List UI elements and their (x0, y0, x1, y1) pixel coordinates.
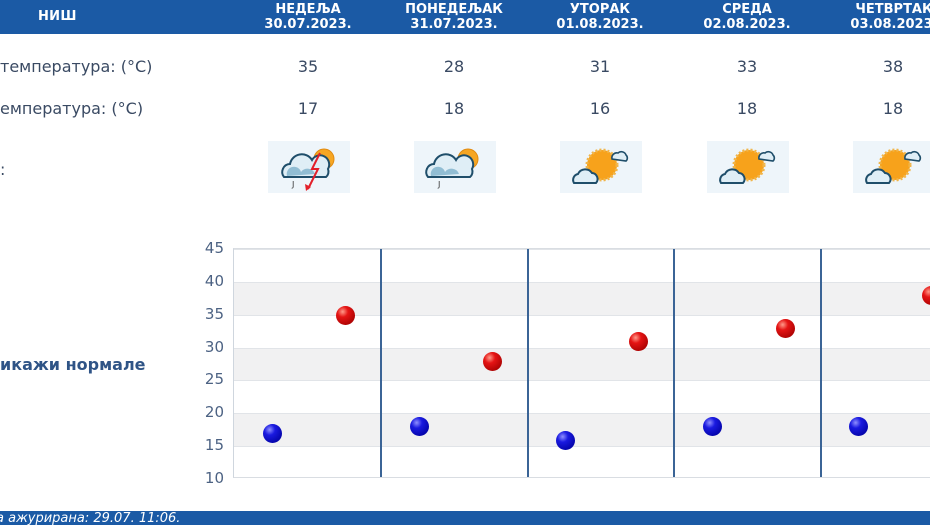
day-header-2: ПОНЕДЕЉАК 31.07.2023. (384, 2, 524, 32)
max-temp-value: 35 (297, 57, 319, 76)
max-temp-point[interactable] (482, 351, 502, 371)
min-temp-label: емпература: (°C) (0, 99, 144, 118)
day-name: УТОРАК (569, 2, 631, 17)
day-date: 02.08.2023. (703, 17, 791, 32)
day-header-1: НЕДЕЉА 30.07.2023. (238, 2, 378, 32)
sun-clouds-icon (853, 141, 930, 193)
min-temp-point[interactable] (702, 416, 722, 436)
day-header-3: УТОРАК 01.08.2023. (530, 2, 670, 32)
min-temp-point[interactable] (409, 416, 429, 436)
min-temp-point[interactable] (262, 423, 282, 443)
day-date: 30.07.2023. (264, 17, 352, 32)
max-temp-label: температура: (°C) (0, 57, 153, 76)
day-date: 31.07.2023. (410, 17, 498, 32)
svg-text:J: J (437, 180, 440, 189)
max-temp-value: 38 (882, 57, 904, 76)
day-header-5: ЧЕТВРТАК 03.08.2023. (824, 2, 930, 32)
show-normals-link[interactable]: икажи нормале (0, 355, 146, 374)
sun-clouds-icon (560, 141, 642, 193)
max-temp-point[interactable] (775, 318, 795, 338)
max-temp-point[interactable] (628, 331, 648, 351)
y-tick: 40 (204, 272, 224, 290)
grid-band (234, 249, 930, 282)
grid-band (234, 348, 930, 381)
min-temp-value: 18 (736, 99, 758, 118)
day-header-4: СРЕДА 02.08.2023. (677, 2, 817, 32)
y-tick: 25 (204, 370, 224, 388)
cloudy-rain-sun-icon: J (414, 141, 496, 193)
grid-band (234, 446, 930, 479)
max-temp-value: 33 (736, 57, 758, 76)
max-temp-point[interactable] (921, 285, 930, 305)
y-tick: 20 (204, 403, 224, 421)
grid-band (234, 380, 930, 413)
min-temp-point[interactable] (555, 430, 575, 450)
grid-band (234, 315, 930, 348)
min-temp-value: 18 (882, 99, 904, 118)
min-temp-value: 16 (589, 99, 611, 118)
day-divider (380, 249, 382, 477)
weather-label: : (0, 160, 6, 179)
max-temp-value: 28 (443, 57, 465, 76)
day-date: 03.08.2023. (850, 17, 930, 32)
svg-text:J: J (291, 180, 294, 189)
day-name: СРЕДА (722, 2, 772, 17)
y-tick: 45 (204, 239, 224, 257)
max-temp-value: 31 (589, 57, 611, 76)
min-temp-point[interactable] (848, 416, 868, 436)
temperature-chart (233, 248, 930, 478)
day-name: НЕДЕЉА (275, 2, 341, 17)
y-tick: 30 (204, 338, 224, 356)
last-updated: а ажурирана: 29.07. 11:06. (0, 511, 181, 525)
y-tick: 15 (204, 436, 224, 454)
footer-bar: а ажурирана: 29.07. 11:06. (0, 511, 930, 525)
day-divider (820, 249, 822, 477)
day-divider (527, 249, 529, 477)
day-name: ПОНЕДЕЉАК (405, 2, 503, 17)
sun-clouds-icon (707, 141, 789, 193)
day-divider (673, 249, 675, 477)
day-name: ЧЕТВРТАК (855, 2, 930, 17)
max-temp-point[interactable] (335, 305, 355, 325)
day-date: 01.08.2023. (556, 17, 644, 32)
grid-band (234, 413, 930, 446)
y-tick: 35 (204, 305, 224, 323)
thunderstorm-rain-sun-icon: J (268, 141, 350, 193)
city-name: НИШ (38, 9, 77, 24)
forecast-header: НИШ НЕДЕЉА 30.07.2023. ПОНЕДЕЉАК 31.07.2… (0, 0, 930, 34)
min-temp-value: 17 (297, 99, 319, 118)
min-temp-value: 18 (443, 99, 465, 118)
y-tick: 10 (204, 469, 224, 487)
